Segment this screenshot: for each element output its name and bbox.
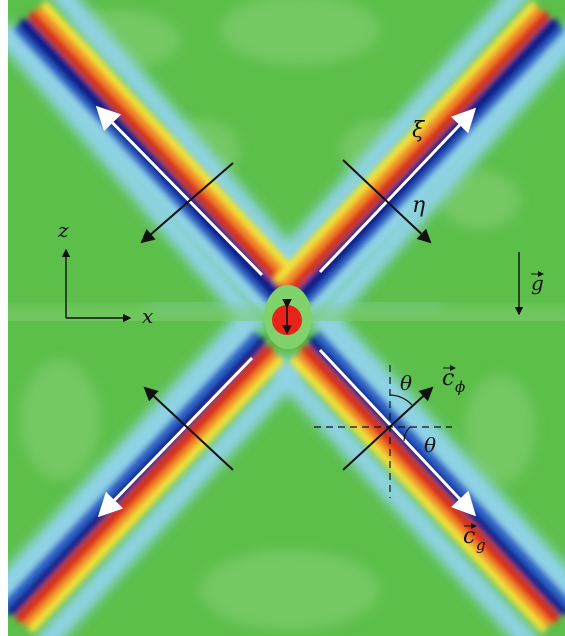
beam-top-left — [35, 7, 298, 289]
background-patch — [220, 0, 380, 65]
phase-velocity-arrows — [140, 159, 434, 471]
beam-top-right — [274, 1, 537, 283]
halo-top-right — [259, 0, 529, 289]
black-arrow-top-left — [140, 162, 234, 244]
beam-top-right — [280, 7, 543, 289]
x-axis-label: x — [142, 304, 153, 328]
xi-label: ξ — [412, 118, 426, 143]
halo-top-left — [51, 0, 317, 289]
beam-bottom-left — [15, 345, 273, 623]
beam-bottom-left — [22, 351, 278, 627]
c-phi-base: c — [442, 366, 454, 391]
gravity-vector: g — [514, 252, 544, 316]
beam-bottom-left — [8, 331, 259, 609]
c-g-subscript: g — [476, 536, 486, 554]
beam-bottom-right — [290, 357, 547, 633]
oscillating-source-icon — [264, 285, 312, 349]
white-arrow-bottom-right — [318, 348, 477, 517]
beam-bottom-right — [315, 331, 565, 608]
beam-top-right — [285, 11, 550, 295]
theta-label-right: θ — [424, 433, 436, 457]
wave-beams — [8, 1, 565, 633]
black-arrow-bottom-right — [342, 386, 434, 471]
beam-bottom-left — [28, 357, 284, 633]
coordinate-axes — [61, 248, 132, 323]
white-arrow-top-right — [318, 107, 477, 274]
beam-top-left — [8, 30, 272, 316]
black-arrow-bottom-left — [143, 386, 234, 471]
beam-bottom-left — [8, 324, 252, 597]
gravity-label: g — [531, 271, 544, 295]
phase-velocity-label: c ϕ — [442, 365, 465, 396]
beam-top-left — [41, 1, 304, 283]
white-arrow-top-left — [95, 105, 264, 277]
c-g-base: c — [463, 524, 475, 549]
theta-label-top: θ — [400, 371, 412, 395]
white-arrow-bottom-left — [97, 356, 254, 518]
beam-bottom-right — [301, 345, 560, 623]
halo-bottom-right — [268, 356, 539, 636]
background-patch — [20, 360, 100, 480]
beam-bottom-right — [322, 324, 565, 594]
z-axis-label: z — [57, 218, 69, 242]
background-patch — [465, 375, 535, 485]
beam-bottom-right — [296, 351, 553, 627]
background-patch — [440, 170, 520, 230]
group-velocity-label: c g — [463, 523, 486, 554]
beam-top-left — [14, 25, 279, 309]
background-patch — [200, 550, 380, 630]
halo-bottom-left — [36, 356, 307, 636]
group-velocity-arrows — [95, 105, 477, 518]
eta-label: η — [412, 193, 425, 218]
c-phi-subscript: ϕ — [455, 378, 465, 396]
beam-top-right — [299, 25, 564, 309]
theta-arc-top — [389, 394, 413, 406]
angle-reference-lines — [314, 365, 452, 498]
black-arrow-top-right — [342, 159, 432, 244]
beam-top-right — [306, 31, 565, 316]
beam-top-left — [28, 11, 293, 295]
angle-arcs — [389, 394, 413, 442]
beam-bottom-left — [8, 336, 266, 616]
theta-arc-right — [403, 426, 411, 442]
